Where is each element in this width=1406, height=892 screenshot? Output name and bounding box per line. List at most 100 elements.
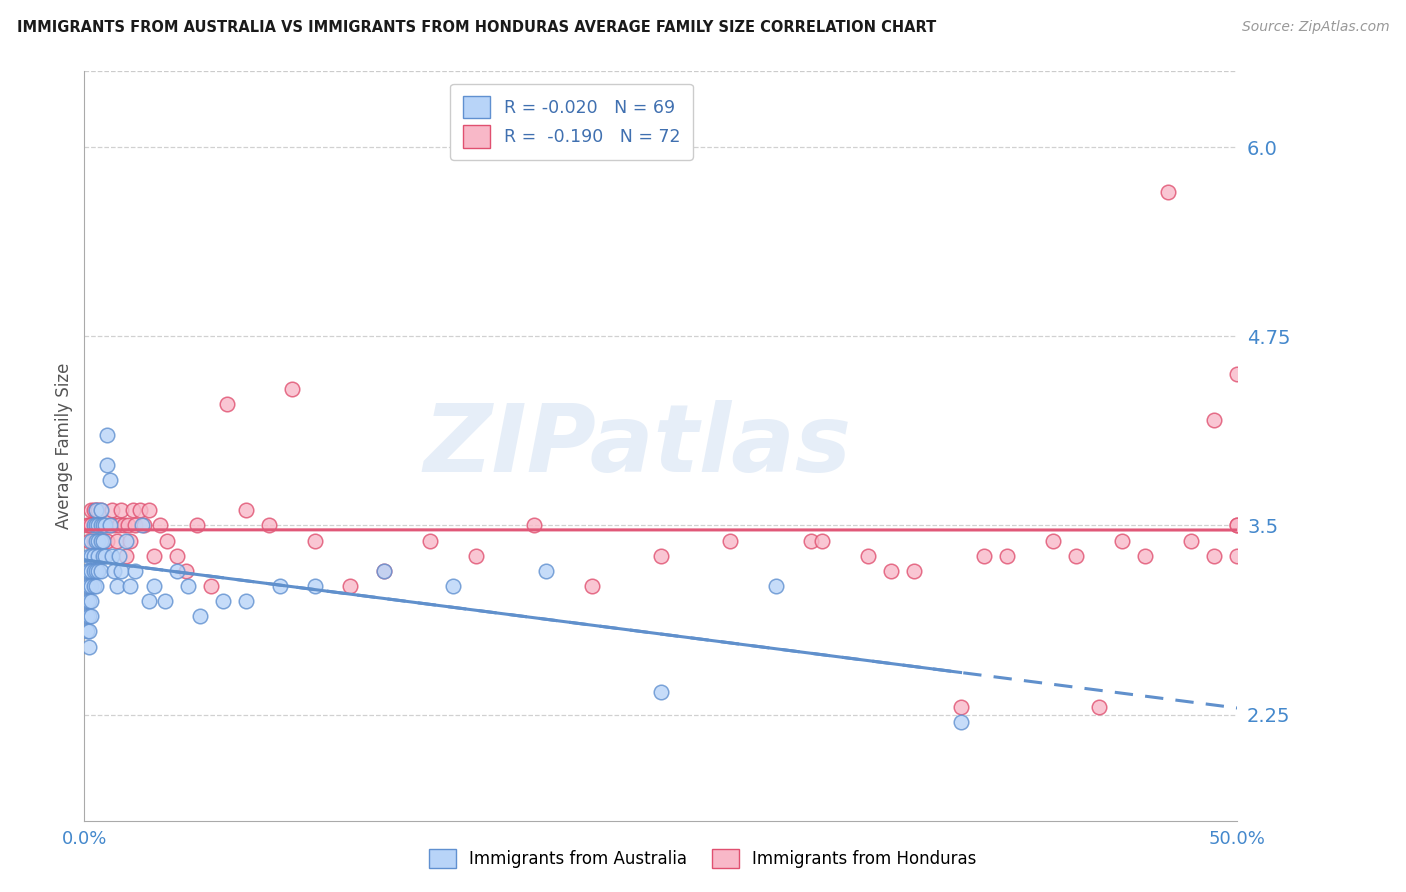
Point: [373, 564, 395, 578]
Text: Source: ZipAtlas.com: Source: ZipAtlas.com: [1241, 20, 1389, 34]
Point: [115, 549, 138, 563]
Point: [76, 609, 98, 624]
Point: [83, 518, 105, 533]
Point: [217, 397, 239, 411]
Point: [211, 594, 233, 608]
Point: [166, 564, 188, 578]
Point: [77, 564, 100, 578]
Point: [973, 549, 995, 563]
Point: [177, 579, 200, 593]
Point: [77, 609, 100, 624]
Point: [89, 518, 111, 533]
Point: [77, 594, 100, 608]
Point: [304, 533, 326, 548]
Point: [84, 503, 107, 517]
Point: [89, 533, 111, 548]
Point: [339, 579, 361, 593]
Point: [94, 518, 117, 533]
Point: [186, 518, 208, 533]
Point: [153, 594, 176, 608]
Point: [98, 518, 121, 533]
Point: [96, 533, 118, 548]
Point: [105, 533, 128, 548]
Point: [89, 503, 111, 517]
Point: [465, 549, 488, 563]
Point: [124, 564, 146, 578]
Point: [80, 594, 103, 608]
Point: [650, 549, 672, 563]
Point: [80, 518, 103, 533]
Point: [174, 564, 197, 578]
Point: [83, 533, 105, 548]
Point: [76, 579, 98, 593]
Point: [96, 427, 118, 442]
Point: [166, 549, 188, 563]
Point: [80, 549, 103, 563]
Point: [89, 518, 111, 533]
Point: [903, 564, 925, 578]
Point: [765, 579, 787, 593]
Point: [131, 518, 153, 533]
Point: [83, 564, 105, 578]
Point: [80, 609, 103, 624]
Point: [1226, 518, 1249, 533]
Point: [94, 549, 117, 563]
Point: [373, 564, 395, 578]
Point: [121, 503, 143, 517]
Point: [1204, 412, 1226, 426]
Point: [83, 503, 105, 517]
Point: [94, 518, 117, 533]
Point: [1226, 549, 1249, 563]
Point: [80, 579, 103, 593]
Point: [117, 518, 139, 533]
Point: [534, 564, 557, 578]
Point: [98, 473, 121, 487]
Point: [156, 533, 179, 548]
Point: [91, 533, 114, 548]
Point: [1088, 700, 1111, 714]
Point: [257, 518, 280, 533]
Point: [87, 533, 110, 548]
Point: [149, 518, 172, 533]
Point: [112, 518, 135, 533]
Point: [98, 518, 121, 533]
Point: [76, 518, 98, 533]
Point: [1111, 533, 1133, 548]
Point: [124, 518, 146, 533]
Point: [1226, 367, 1249, 381]
Point: [108, 549, 131, 563]
Point: [138, 594, 160, 608]
Point: [120, 579, 142, 593]
Point: [77, 549, 100, 563]
Point: [523, 518, 546, 533]
Point: [142, 549, 165, 563]
Point: [96, 458, 118, 472]
Point: [120, 533, 142, 548]
Point: [142, 579, 165, 593]
Point: [128, 503, 150, 517]
Point: [105, 579, 128, 593]
Point: [80, 564, 103, 578]
Legend: Immigrants from Australia, Immigrants from Honduras: Immigrants from Australia, Immigrants fr…: [420, 840, 986, 877]
Point: [800, 533, 823, 548]
Point: [83, 579, 105, 593]
Point: [1133, 549, 1156, 563]
Point: [76, 564, 98, 578]
Point: [281, 382, 304, 396]
Text: IMMIGRANTS FROM AUSTRALIA VS IMMIGRANTS FROM HONDURAS AVERAGE FAMILY SIZE CORREL: IMMIGRANTS FROM AUSTRALIA VS IMMIGRANTS …: [17, 20, 936, 35]
Point: [80, 533, 103, 548]
Point: [84, 564, 107, 578]
Point: [77, 533, 100, 548]
Point: [77, 579, 100, 593]
Point: [581, 579, 603, 593]
Point: [77, 624, 100, 639]
Point: [101, 549, 124, 563]
Point: [84, 518, 107, 533]
Point: [235, 594, 257, 608]
Point: [77, 518, 100, 533]
Point: [91, 533, 114, 548]
Point: [235, 503, 257, 517]
Y-axis label: Average Family Size: Average Family Size: [55, 363, 73, 529]
Point: [811, 533, 834, 548]
Point: [650, 685, 672, 699]
